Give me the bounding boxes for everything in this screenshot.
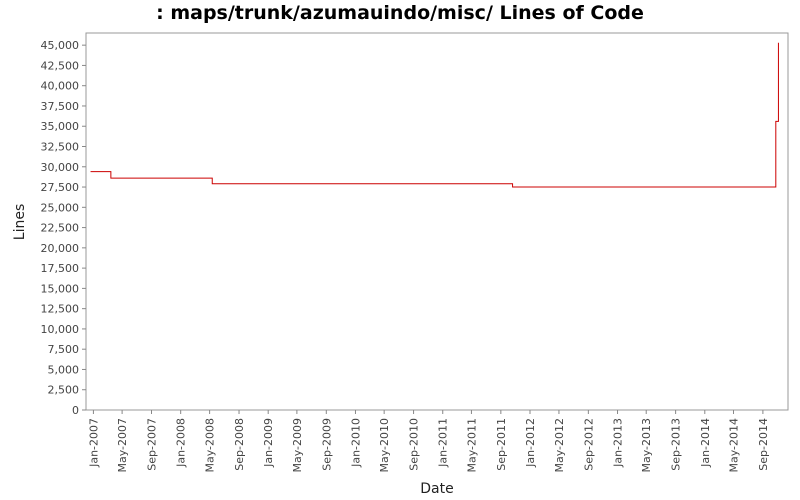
x-tick-label: May-2008 — [204, 418, 217, 473]
x-tick-label: May-2010 — [378, 418, 391, 473]
y-tick-label: 10,000 — [41, 323, 80, 336]
x-tick-label: May-2012 — [553, 418, 566, 473]
plot-area — [85, 32, 789, 411]
x-tick-label: Sep-2009 — [320, 418, 333, 471]
y-tick-label: 35,000 — [41, 120, 80, 133]
y-axis-label: Lines — [12, 204, 28, 240]
x-axis-label: Date — [420, 481, 453, 497]
x-tick-label: May-2007 — [116, 418, 129, 473]
x-tick-label: Jan-2011 — [437, 418, 450, 468]
y-tick-label: 0 — [72, 404, 79, 417]
x-tick-label: Jan-2013 — [612, 418, 625, 468]
x-tick-label: Sep-2008 — [233, 418, 246, 471]
x-tick-label: Jan-2009 — [262, 418, 275, 468]
y-tick-label: 42,500 — [41, 59, 80, 72]
x-tick-label: May-2013 — [640, 418, 653, 473]
y-tick-label: 12,500 — [41, 303, 80, 316]
x-axis-ticks: Jan-2007 May-2007 Sep-2007 Jan-2008 May-2008… — [87, 410, 770, 473]
y-tick-label: 15,000 — [41, 282, 80, 295]
x-tick-label: Jan-2007 — [87, 418, 100, 468]
chart-title: : maps/trunk/azumauindo/misc/ Lines of C… — [156, 2, 644, 24]
y-tick-label: 17,500 — [41, 262, 80, 275]
x-tick-label: Sep-2011 — [495, 418, 508, 471]
y-tick-label: 25,000 — [41, 201, 80, 214]
x-tick-label: Sep-2012 — [582, 418, 595, 471]
y-tick-label: 27,500 — [41, 181, 80, 194]
y-tick-label: 45,000 — [41, 39, 80, 52]
y-axis-ticks: 0 2,500 5,000 7,500 10,000 12,500 15,000 17,500… — [41, 39, 86, 417]
y-tick-label: 2,500 — [48, 384, 80, 397]
x-tick-label: Sep-2007 — [146, 418, 159, 471]
series-line — [90, 42, 779, 188]
x-tick-label: Sep-2014 — [757, 418, 770, 471]
y-tick-label: 5,000 — [48, 363, 80, 376]
y-tick-label: 22,500 — [41, 222, 80, 235]
x-tick-label: May-2009 — [291, 418, 304, 473]
y-tick-label: 7,500 — [48, 343, 80, 356]
y-tick-label: 20,000 — [41, 242, 80, 255]
y-tick-label: 37,500 — [41, 100, 80, 113]
y-tick-label: 40,000 — [41, 80, 80, 93]
x-tick-label: Jan-2014 — [699, 418, 712, 468]
x-tick-label: Sep-2010 — [408, 418, 421, 471]
x-tick-label: May-2011 — [465, 418, 478, 473]
x-tick-label: May-2014 — [727, 418, 740, 473]
y-tick-label: 32,500 — [41, 141, 80, 154]
series-layer — [90, 42, 779, 188]
x-tick-label: Sep-2013 — [670, 418, 683, 471]
x-tick-label: Jan-2012 — [524, 418, 537, 468]
x-tick-label: Jan-2008 — [175, 418, 188, 468]
y-tick-label: 30,000 — [41, 161, 80, 174]
x-tick-label: Jan-2010 — [349, 418, 362, 468]
